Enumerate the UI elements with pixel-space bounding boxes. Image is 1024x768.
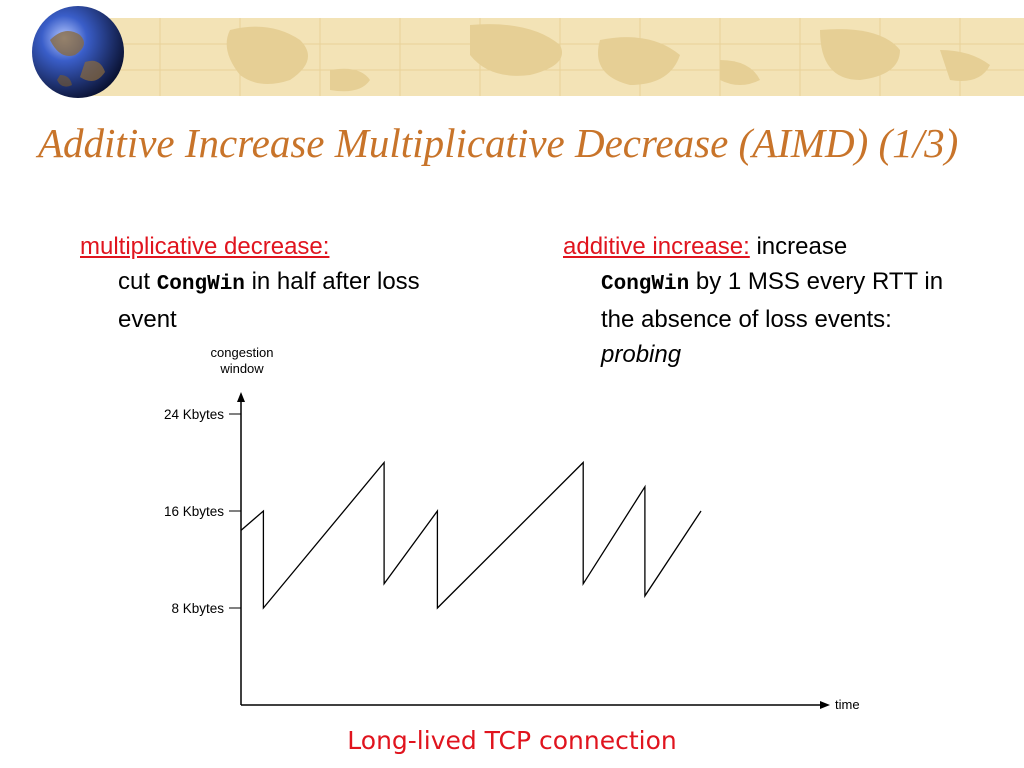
multiplicative-decrease-text: cut CongWin in half after loss event <box>80 264 440 337</box>
right-emphasis-probing: probing <box>601 341 682 368</box>
multiplicative-decrease-heading: multiplicative decrease: <box>80 233 330 260</box>
header-banner <box>32 6 1024 98</box>
x-axis-arrow <box>820 701 830 709</box>
right-bullet: additive increase: increase CongWin by 1… <box>563 229 963 372</box>
right-congwin-code: CongWin <box>601 273 690 296</box>
y-axis-label: congestion window <box>211 345 274 376</box>
additive-increase-text: CongWin by 1 MSS every RTT in the absenc… <box>563 264 963 372</box>
right-text-a: increase <box>756 233 848 260</box>
y-axis-label-line: congestion <box>211 345 274 360</box>
x-axis-label: time <box>835 697 860 712</box>
right-text-b: by 1 MSS every RTT in the absence of los… <box>601 268 944 333</box>
chart-series <box>240 460 702 610</box>
left-text-pre: cut <box>118 268 151 295</box>
chart-caption: Long-lived TCP connection <box>347 726 677 755</box>
chart-axes: congestion window time <box>211 345 860 712</box>
slide-title: Additive Increase Multiplicative Decreas… <box>38 120 959 166</box>
congestion-window-line <box>240 460 702 610</box>
y-tick-label: 16 Kbytes <box>164 504 224 519</box>
left-text-post: in half after loss event <box>118 268 420 333</box>
y-axis-arrow <box>237 392 245 402</box>
y-tick-label: 8 Kbytes <box>171 601 224 616</box>
y-tick-label: 24 Kbytes <box>164 407 224 422</box>
globe-icon <box>32 6 124 98</box>
left-bullet: multiplicative decrease: cut CongWin in … <box>80 229 440 337</box>
left-congwin-code: CongWin <box>156 273 245 296</box>
map-continents <box>226 24 990 92</box>
additive-increase-heading: additive increase: <box>563 233 750 260</box>
chart-ticks: 8 Kbytes 16 Kbytes 24 Kbytes <box>164 407 241 616</box>
y-axis-label-line: window <box>219 361 264 376</box>
